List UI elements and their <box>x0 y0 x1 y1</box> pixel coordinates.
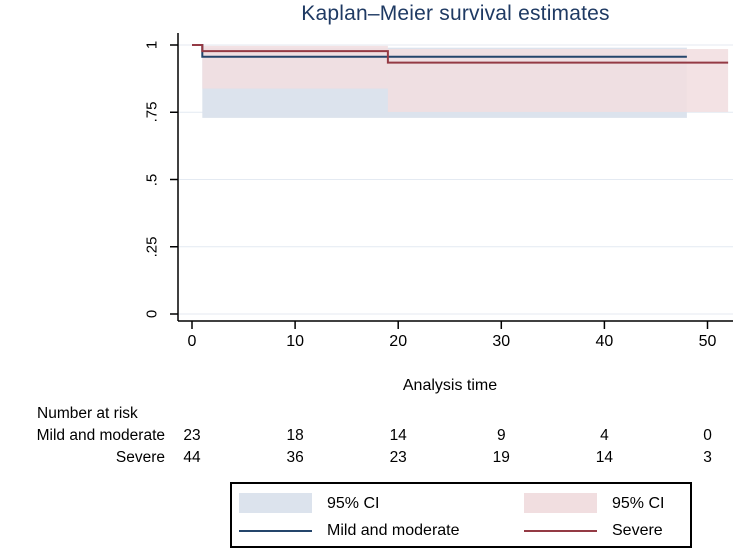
risk-row-mild: Mild and moderate 23 18 14 9 4 0 <box>0 427 738 449</box>
y-tick-label: .25 <box>143 236 161 258</box>
x-axis-title: Analysis time <box>402 377 498 394</box>
legend-line-mild <box>239 530 312 532</box>
survival-curve-1 <box>192 44 729 64</box>
risk-count: 14 <box>595 449 614 466</box>
risk-count: 36 <box>286 449 304 466</box>
legend-label-ci-severe: 95% CI <box>612 495 665 512</box>
y-tick-label: .75 <box>143 101 161 123</box>
legend-ci-swatch-mild <box>239 493 312 513</box>
x-tick-label: 50 <box>698 333 717 350</box>
x-tick-label: 0 <box>187 333 197 350</box>
risk-row-label: Mild and moderate <box>36 427 165 444</box>
x-tick-label: 40 <box>595 333 614 350</box>
risk-row-label: Severe <box>115 449 165 466</box>
risk-table-header-row: Number at risk <box>0 405 738 427</box>
risk-count: 14 <box>389 427 407 444</box>
legend-label-ci-mild: 95% CI <box>327 495 380 512</box>
y-tick-label: .5 <box>143 173 161 186</box>
risk-count: 3 <box>703 449 712 466</box>
risk-table-header: Number at risk <box>37 405 138 422</box>
y-tick-label: 0 <box>143 309 161 319</box>
legend-label-mild: Mild and moderate <box>327 522 460 539</box>
ci-band-1 <box>202 45 388 89</box>
x-tick-label: 30 <box>492 333 511 350</box>
risk-row-severe: Severe 44 36 23 19 14 3 <box>0 449 738 471</box>
ci-band-1 <box>387 49 729 112</box>
legend-line-severe <box>524 530 597 532</box>
x-tick-label: 20 <box>389 333 408 350</box>
risk-count: 18 <box>286 427 304 444</box>
risk-count: 19 <box>492 449 510 466</box>
risk-count: 23 <box>389 449 407 466</box>
risk-count: 23 <box>183 427 201 444</box>
risk-count: 0 <box>703 427 712 444</box>
chart-title: Kaplan–Meier survival estimates <box>301 2 610 25</box>
y-tick-label: 1 <box>143 40 161 50</box>
legend-ci-swatch-severe <box>524 493 597 513</box>
legend: 95% CI 95% CI Mild and moderate Severe <box>230 482 692 548</box>
risk-count: 4 <box>600 427 609 444</box>
risk-count: 44 <box>183 449 201 466</box>
legend-label-severe: Severe <box>612 522 663 539</box>
x-tick-label: 10 <box>286 333 304 350</box>
plot-area <box>170 33 733 329</box>
risk-count: 9 <box>496 427 506 444</box>
